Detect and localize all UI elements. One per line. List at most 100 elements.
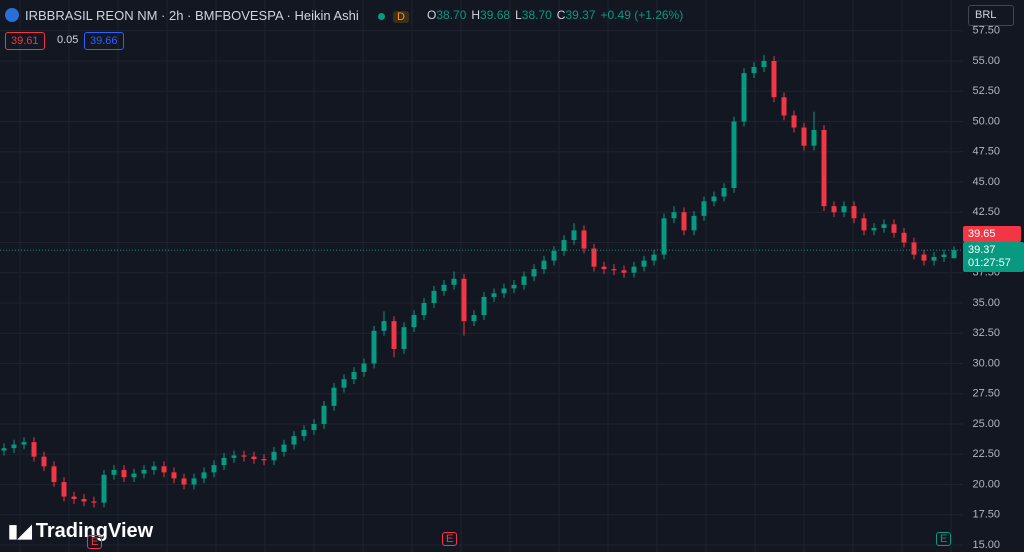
candle-body [771, 60, 777, 98]
candle-body [901, 232, 907, 243]
candle-body [391, 321, 397, 349]
buy-button[interactable]: 39.66 [84, 32, 124, 50]
y-tick-label: 55.00 [972, 55, 1000, 67]
candle-body [921, 254, 927, 261]
candle-body [461, 278, 467, 322]
candle-body [161, 466, 167, 473]
candle-body [121, 469, 127, 478]
spread: 0.05 [57, 34, 79, 46]
y-tick-label: 50.00 [972, 115, 1000, 127]
candle-body [721, 188, 727, 197]
last-price-label: 39.37 01:27:57 [963, 242, 1024, 273]
y-tick-label: 57.50 [972, 25, 1000, 37]
candle-body [91, 501, 97, 503]
candle-body [321, 405, 327, 424]
symbol-header: IRBBRASIL REON NM · 2h · BMFBOVESPA · He… [5, 8, 359, 23]
ohlc-value: 38.70 [521, 8, 552, 22]
candle-body [451, 278, 457, 285]
candle-body [651, 254, 657, 261]
candle-body [511, 284, 517, 289]
candle-body [221, 457, 227, 466]
candle-body [471, 315, 477, 322]
countdown: 01:27:57 [968, 257, 1011, 270]
candle-body [231, 455, 237, 458]
candle-body [701, 201, 707, 216]
candle-body [431, 290, 437, 303]
candle-body [111, 469, 117, 475]
candle-body [911, 242, 917, 255]
candle-body [951, 250, 957, 259]
candle-body [301, 430, 307, 437]
candle-body [51, 466, 57, 483]
candle-body [761, 60, 767, 68]
candle-body [661, 218, 667, 255]
candle-body [331, 387, 337, 406]
candle-body [731, 121, 737, 189]
status: D [378, 8, 409, 23]
candle-body [31, 442, 37, 457]
candle-body [681, 212, 687, 231]
candle-body [691, 215, 697, 231]
candle-body [671, 212, 677, 219]
candle-body [851, 206, 857, 219]
candle-body [581, 230, 587, 249]
candle-body [211, 465, 217, 473]
brand-name: TradingView [35, 520, 154, 542]
candle-body [271, 451, 277, 461]
candle-body [21, 442, 27, 445]
candle-body [891, 224, 897, 233]
event-mark[interactable]: E [936, 532, 952, 546]
y-tick-label: 35.00 [972, 297, 1000, 309]
currency-button[interactable]: BRL [968, 5, 1014, 26]
candle-body [191, 478, 197, 485]
y-tick-label: 47.50 [972, 146, 1000, 158]
candle-body [381, 321, 387, 331]
candle-body [501, 288, 507, 294]
candle-body [351, 371, 357, 380]
brand-icon: ▮◢ [8, 521, 32, 541]
candle-body [571, 230, 577, 241]
candle-body [781, 97, 787, 116]
ask-price-label: 39.65 [963, 226, 1021, 243]
candle-body [61, 482, 67, 497]
y-tick-label: 27.50 [972, 388, 1000, 400]
candle-body [291, 436, 297, 445]
candle-body [521, 276, 527, 285]
candle-body [601, 266, 607, 270]
candle-body [341, 379, 347, 388]
candle-body [621, 270, 627, 273]
candle-body [311, 423, 317, 431]
candle-body [361, 363, 367, 372]
candle-body [881, 224, 887, 228]
event-mark[interactable]: E [442, 532, 458, 546]
vertical-grid [0, 0, 963, 552]
sell-button[interactable]: 39.61 [5, 32, 45, 50]
candle-body [821, 129, 827, 207]
interval-badge: D [393, 11, 409, 23]
ohlc-key: L [515, 8, 522, 22]
y-tick-label: 17.50 [972, 509, 1000, 521]
candle-body [421, 302, 427, 316]
event-mark[interactable]: E [87, 535, 103, 549]
y-tick-label: 42.50 [972, 206, 1000, 218]
candle-body [81, 499, 87, 502]
candle-body [251, 456, 257, 460]
candle-body [631, 266, 637, 273]
candle-body [551, 250, 557, 261]
candle-body [481, 296, 487, 316]
y-tick-label: 52.50 [972, 85, 1000, 97]
candle-body [101, 474, 107, 503]
y-tick-label: 20.00 [972, 478, 1000, 490]
candle-body [371, 330, 377, 364]
last-price: 39.37 [968, 244, 996, 257]
candle-body [151, 466, 157, 470]
candle-body [241, 455, 247, 457]
candle-body [931, 257, 937, 261]
y-tick-label: 45.00 [972, 176, 1000, 188]
candle-body [11, 444, 17, 449]
candle-body [801, 127, 807, 146]
candle-body [131, 473, 137, 478]
y-tick-label: 32.50 [972, 327, 1000, 339]
brand-logo: ▮◢ TradingView [8, 520, 153, 543]
candle-body [751, 67, 757, 74]
